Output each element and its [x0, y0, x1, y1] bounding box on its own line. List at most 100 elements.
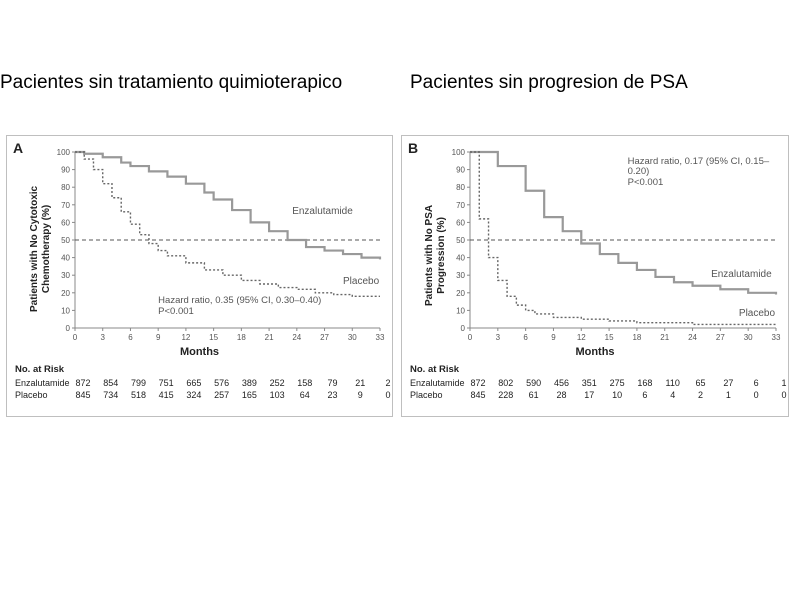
risk-cell: 158: [293, 378, 317, 388]
svg-text:40: 40: [456, 254, 465, 263]
series-label-placebo-a: Placebo: [343, 276, 379, 287]
svg-text:9: 9: [551, 333, 556, 342]
risk-table-a: No. at RiskEnzalutamide87285479975166557…: [15, 364, 77, 401]
svg-text:40: 40: [61, 254, 70, 263]
hazard-ratio-text-a: Hazard ratio, 0.35 (95% CI, 0.30–0.40)P<…: [158, 296, 321, 318]
svg-text:18: 18: [632, 333, 641, 342]
svg-text:12: 12: [181, 333, 190, 342]
risk-cell: 257: [210, 390, 234, 400]
risk-row: Enzalutamide8728025904563512751681106527…: [410, 377, 472, 389]
risk-cell: 6: [744, 378, 768, 388]
svg-text:21: 21: [660, 333, 669, 342]
risk-row: Placebo845734518415324257165103642390: [15, 389, 77, 401]
svg-text:0: 0: [73, 333, 78, 342]
risk-cell: 845: [466, 390, 490, 400]
svg-text:30: 30: [61, 271, 70, 280]
risk-cell: 1: [772, 378, 794, 388]
risk-cell: 27: [716, 378, 740, 388]
risk-cell: 389: [237, 378, 261, 388]
page: Pacientes sin tratamiento quimioterapico…: [0, 0, 794, 595]
svg-text:20: 20: [61, 289, 70, 298]
risk-cell: 518: [126, 390, 150, 400]
series-label-placebo-b: Placebo: [739, 308, 775, 319]
series-label-enzalutamide-a: Enzalutamide: [292, 206, 353, 217]
svg-text:21: 21: [265, 333, 274, 342]
svg-text:0: 0: [66, 324, 71, 333]
svg-text:30: 30: [456, 271, 465, 280]
svg-text:6: 6: [523, 333, 528, 342]
series-label-enzalutamide-b: Enzalutamide: [711, 269, 772, 280]
svg-text:33: 33: [772, 333, 781, 342]
risk-cell: 734: [99, 390, 123, 400]
risk-cell: 1: [716, 390, 740, 400]
svg-text:80: 80: [61, 183, 70, 192]
risk-cell: 103: [265, 390, 289, 400]
risk-cell: 0: [744, 390, 768, 400]
risk-cell: 168: [633, 378, 657, 388]
risk-cell: 275: [605, 378, 629, 388]
svg-text:24: 24: [292, 333, 301, 342]
risk-cell: 799: [126, 378, 150, 388]
risk-cell: 751: [154, 378, 178, 388]
risk-table-b: No. at Risk Enzalutamide87280259045635127…: [410, 364, 472, 401]
risk-cell: 854: [99, 378, 123, 388]
risk-row: Placebo84522861281710642100: [410, 389, 472, 401]
risk-cell: 110: [661, 378, 685, 388]
svg-text:12: 12: [577, 333, 586, 342]
risk-cell: 2: [376, 378, 400, 388]
svg-text:60: 60: [61, 218, 70, 227]
risk-cell: 665: [182, 378, 206, 388]
risk-cell: 21: [348, 378, 372, 388]
svg-text:3: 3: [101, 333, 106, 342]
risk-cell: 228: [494, 390, 518, 400]
panel-a-xlabel: Months: [7, 346, 392, 358]
risk-row-name: Enzalutamide: [15, 378, 77, 388]
svg-text:30: 30: [348, 333, 357, 342]
risk-row: Enzalutamide8728547997516655763892521587…: [15, 377, 77, 389]
svg-text:90: 90: [456, 166, 465, 175]
risk-cell: 872: [71, 378, 95, 388]
svg-text:9: 9: [156, 333, 161, 342]
risk-cell: 28: [549, 390, 573, 400]
svg-text:0: 0: [461, 324, 466, 333]
risk-cell: 165: [237, 390, 261, 400]
risk-cell: 4: [661, 390, 685, 400]
risk-cell: 872: [466, 378, 490, 388]
svg-text:15: 15: [209, 333, 218, 342]
svg-text:20: 20: [456, 289, 465, 298]
panel-b: B Patients with No PSAProgression (%) 01…: [401, 135, 789, 417]
svg-text:33: 33: [376, 333, 385, 342]
header-right: Pacientes sin progresion de PSA: [410, 72, 780, 94]
svg-text:90: 90: [61, 166, 70, 175]
svg-text:70: 70: [456, 201, 465, 210]
svg-text:50: 50: [456, 236, 465, 245]
svg-text:0: 0: [468, 333, 473, 342]
risk-cell: 79: [321, 378, 345, 388]
panel-a: A Patients with No CytotoxicChemotherapy…: [6, 135, 393, 417]
risk-table-title: No. at Risk: [410, 364, 472, 375]
risk-cell: 351: [577, 378, 601, 388]
svg-text:3: 3: [496, 333, 501, 342]
risk-cell: 576: [210, 378, 234, 388]
risk-cell: 456: [549, 378, 573, 388]
risk-cell: 17: [577, 390, 601, 400]
risk-row-name: Placebo: [15, 390, 77, 400]
svg-text:10: 10: [456, 306, 465, 315]
header-left: Pacientes sin tratamiento quimioterapico: [0, 72, 400, 94]
risk-cell: 65: [689, 378, 713, 388]
svg-text:24: 24: [688, 333, 697, 342]
risk-cell: 9: [348, 390, 372, 400]
risk-cell: 0: [376, 390, 400, 400]
panels-row: A Patients with No CytotoxicChemotherapy…: [6, 135, 789, 417]
svg-text:50: 50: [61, 236, 70, 245]
svg-text:15: 15: [605, 333, 614, 342]
risk-cell: 252: [265, 378, 289, 388]
svg-text:100: 100: [452, 148, 466, 157]
svg-text:27: 27: [320, 333, 329, 342]
risk-cell: 0: [772, 390, 794, 400]
panel-a-chart: 0102030405060708090100036912151821242730…: [7, 142, 392, 360]
risk-cell: 2: [689, 390, 713, 400]
svg-text:30: 30: [744, 333, 753, 342]
risk-row-name: Placebo: [410, 390, 472, 400]
svg-text:10: 10: [61, 306, 70, 315]
